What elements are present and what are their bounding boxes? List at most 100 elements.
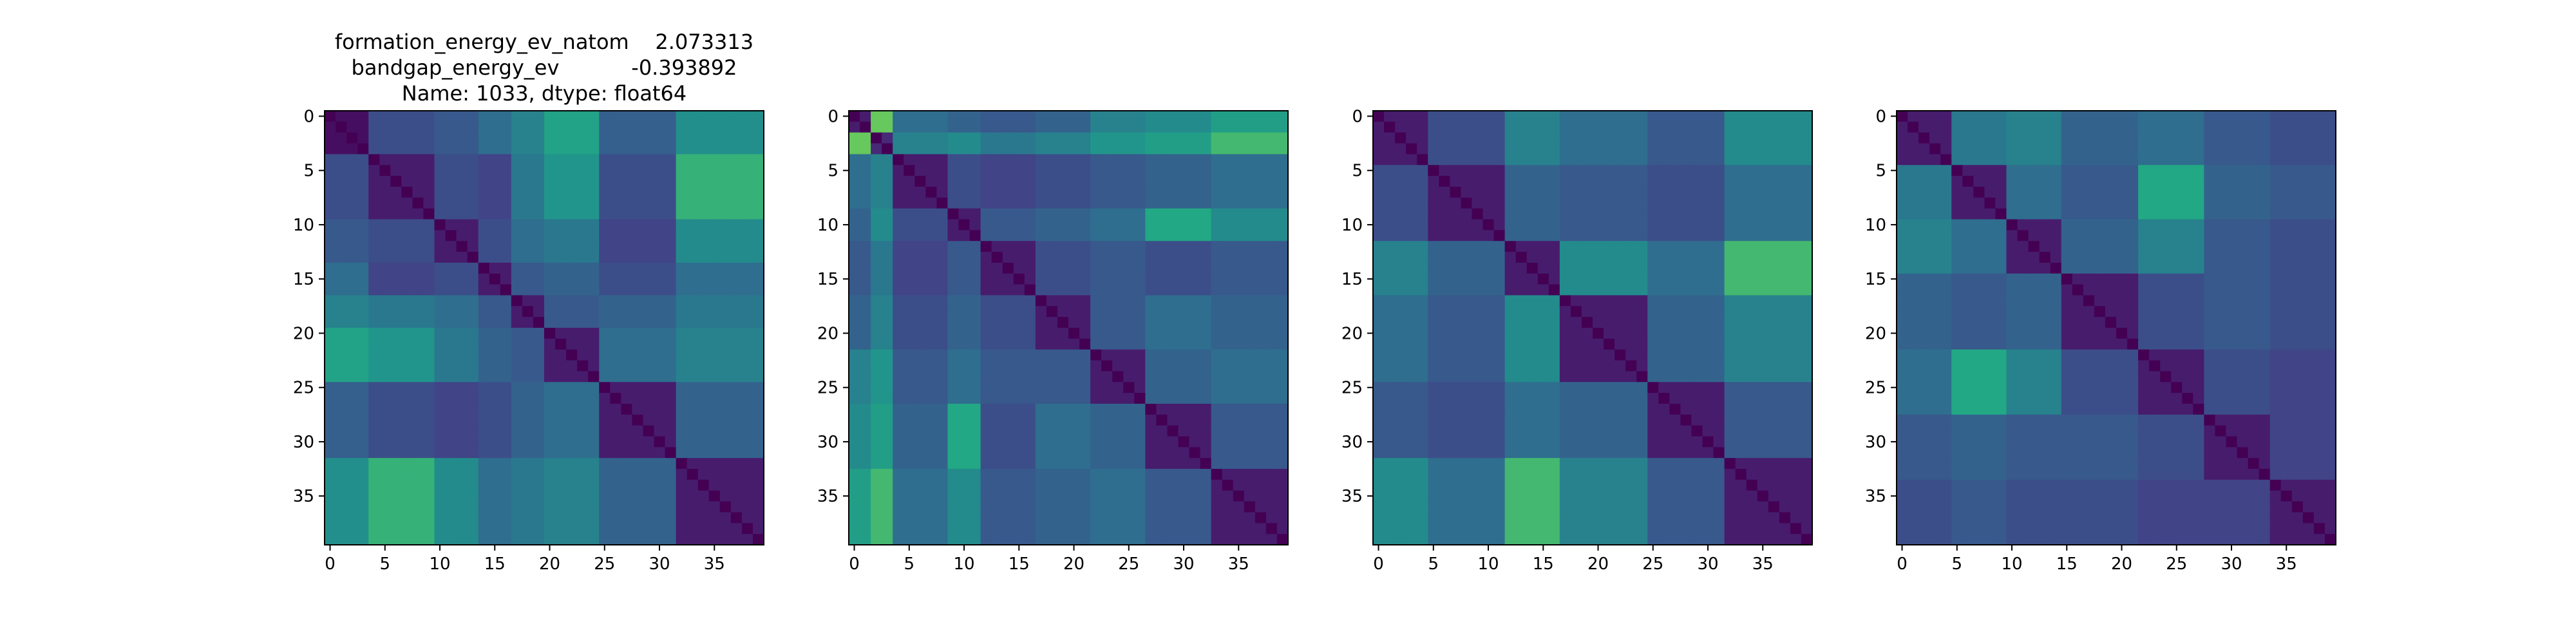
heatmap-cell	[1724, 371, 1736, 383]
heatmap-cell	[643, 349, 655, 361]
heatmap-cell	[566, 393, 578, 404]
heatmap-cell	[904, 501, 915, 513]
heatmap-cell	[643, 121, 655, 133]
heatmap-cell	[357, 534, 369, 545]
heatmap-cell	[357, 490, 369, 502]
heatmap-cell	[1112, 132, 1124, 144]
heatmap-cell	[665, 414, 677, 426]
heatmap-cell	[2302, 121, 2315, 133]
heatmap-cell	[1035, 252, 1047, 263]
heatmap-cell	[511, 458, 523, 469]
heatmap-cell	[849, 121, 860, 133]
heatmap-cell	[1593, 490, 1604, 502]
heatmap-cell	[1482, 447, 1495, 459]
heatmap-cell	[643, 111, 655, 122]
heatmap-cell	[1046, 132, 1058, 144]
heatmap-cell	[379, 425, 391, 437]
axes-frame	[324, 110, 764, 545]
heatmap-cell	[610, 349, 621, 361]
heatmap-cell	[1801, 273, 1813, 285]
heatmap-cell	[511, 382, 523, 393]
heatmap-cell	[1801, 186, 1813, 198]
heatmap-cell	[1625, 414, 1637, 426]
heatmap-cell	[1189, 523, 1201, 535]
heatmap-cell	[893, 230, 904, 242]
heatmap-cell	[871, 208, 882, 220]
heatmap-cell	[882, 197, 893, 209]
heatmap-cell	[980, 230, 992, 242]
heatmap-cell	[577, 241, 589, 252]
heatmap-cell	[478, 208, 490, 220]
heatmap-cell	[1112, 458, 1124, 469]
heatmap-cell	[676, 230, 688, 242]
heatmap-cell	[1779, 262, 1791, 274]
x-tick-label: 35	[1228, 554, 1249, 574]
heatmap-cell	[544, 241, 556, 252]
heatmap-cell	[1604, 490, 1615, 502]
heatmap-cell	[1548, 414, 1560, 426]
heatmap-cell	[467, 317, 479, 328]
heatmap-cell	[1593, 252, 1604, 263]
heatmap-cell	[1581, 208, 1593, 220]
heatmap-cell	[860, 469, 871, 480]
heatmap-cell	[1636, 230, 1648, 242]
heatmap-cell	[1024, 317, 1036, 328]
heatmap-cell	[1746, 490, 1758, 502]
heatmap-cell	[533, 165, 545, 176]
heatmap-cell	[1801, 371, 1813, 383]
heatmap-cell	[1200, 273, 1212, 285]
heatmap-cell	[1024, 425, 1036, 437]
heatmap-cell	[336, 284, 347, 296]
heatmap-cell	[621, 219, 632, 231]
heatmap-cell	[1068, 111, 1080, 122]
heatmap-cell	[1057, 349, 1069, 361]
heatmap-cell	[1373, 176, 1385, 187]
heatmap-cell	[1046, 403, 1058, 415]
heatmap-cell	[1450, 436, 1461, 448]
heatmap-cell	[2039, 111, 2051, 122]
heatmap-cell	[610, 197, 621, 209]
heatmap-cell	[1790, 371, 1802, 383]
heatmap-cell	[1735, 252, 1747, 263]
heatmap-cell	[423, 501, 435, 513]
heatmap-cell	[925, 360, 937, 372]
heatmap-cell	[1472, 393, 1484, 404]
heatmap-cell	[925, 252, 937, 263]
heatmap-cell	[1233, 512, 1245, 524]
heatmap-cell	[687, 186, 699, 198]
heatmap-cell	[980, 111, 992, 122]
heatmap-cell	[1515, 154, 1528, 166]
heatmap-cell	[1112, 262, 1124, 274]
heatmap-cell	[1145, 360, 1157, 372]
heatmap-cell	[958, 230, 971, 242]
heatmap-cell	[379, 154, 391, 166]
heatmap-cell	[445, 349, 457, 361]
heatmap-cell	[1724, 469, 1736, 480]
heatmap-cell	[489, 414, 501, 426]
heatmap-cell	[1222, 154, 1234, 166]
heatmap-cell	[1713, 393, 1725, 404]
heatmap-cell	[1013, 165, 1025, 176]
heatmap-cell	[1461, 393, 1473, 404]
heatmap-cell	[1713, 490, 1725, 502]
heatmap-cell	[676, 436, 688, 448]
heatmap-cell	[412, 490, 424, 502]
heatmap-cell	[1461, 414, 1473, 426]
heatmap-cell	[654, 295, 666, 307]
heatmap-cell	[1244, 403, 1256, 415]
heatmap-cell	[1559, 512, 1571, 524]
heatmap-cell	[1581, 186, 1593, 198]
heatmap-cell	[1647, 338, 1659, 350]
heatmap-cell	[914, 490, 926, 502]
heatmap-cell	[969, 469, 981, 480]
heatmap-cell	[632, 241, 644, 252]
heatmap-cell	[368, 262, 380, 274]
heatmap-cell	[991, 414, 1003, 426]
heatmap-cell	[1178, 121, 1190, 133]
heatmap-cell	[914, 241, 926, 252]
heatmap-cell	[697, 284, 710, 296]
heatmap-cell	[665, 479, 677, 491]
heatmap-cell	[687, 349, 699, 361]
heatmap-cell	[1046, 414, 1058, 426]
heatmap-cell	[2291, 121, 2304, 133]
